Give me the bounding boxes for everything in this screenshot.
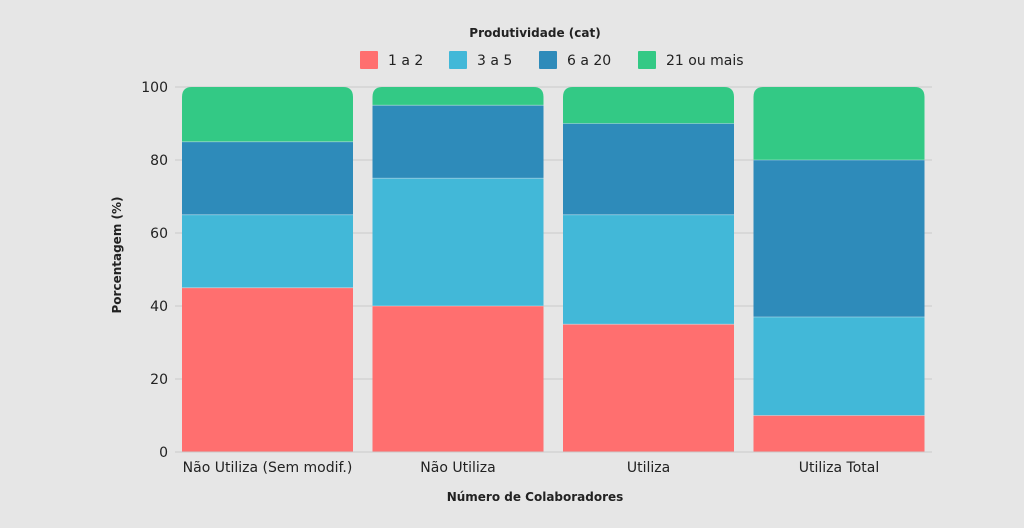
legend: Produtividade (cat) 1 a 2 3 a 5 6 a 20 21 o… (360, 26, 744, 69)
bar-group (563, 87, 734, 452)
y-tick-label: 20 (150, 372, 168, 388)
bar-segment (182, 287, 353, 452)
legend-item-label: 1 a 2 (388, 53, 423, 69)
y-tick-label: 40 (150, 299, 168, 315)
legend-item-label: 21 ou mais (666, 53, 744, 69)
bar-layer (182, 87, 925, 452)
x-tick-label: Não Utiliza (Sem modif.) (183, 460, 353, 476)
bar-segment (753, 87, 925, 160)
bar-segment (563, 87, 734, 124)
bar-segment (753, 316, 925, 416)
legend-swatch (360, 51, 378, 69)
y-tick-label: 0 (159, 445, 168, 461)
y-tick-label: 60 (150, 226, 168, 242)
legend-swatch (449, 51, 467, 69)
bar-segment (182, 87, 353, 142)
legend-swatch (638, 51, 656, 69)
bar-segment (372, 87, 544, 106)
legend-title: Produtividade (cat) (469, 26, 600, 40)
bar-segment (372, 178, 544, 306)
bar-segment (563, 214, 734, 325)
x-axis-title: Número de Colaboradores (447, 490, 624, 504)
bar-segment (753, 160, 925, 317)
bar-segment (563, 123, 734, 215)
bar-group (753, 87, 925, 452)
legend-item-label: 3 a 5 (477, 53, 512, 69)
bar-segment (182, 141, 353, 215)
x-tick-label: Não Utiliza (420, 460, 495, 476)
legend-swatch (539, 51, 557, 69)
bar-segment (753, 415, 925, 452)
x-tick-label: Utiliza (627, 460, 670, 476)
bar-segment (372, 105, 544, 179)
bar-group (372, 87, 544, 452)
bar-segment (372, 306, 544, 452)
legend-item-label: 6 a 20 (567, 53, 611, 69)
y-tick-label: 80 (150, 153, 168, 169)
axis-layer: 0 20 40 60 80 100 Não Utiliza (Sem modif.) Não … (141, 80, 932, 476)
bar-segment (563, 324, 734, 452)
y-axis-title: Porcentagem (%) (110, 197, 124, 314)
y-tick-label: 100 (141, 80, 168, 96)
bar-group (182, 87, 353, 452)
x-tick-label: Utiliza Total (799, 460, 879, 476)
bar-segment (182, 214, 353, 288)
